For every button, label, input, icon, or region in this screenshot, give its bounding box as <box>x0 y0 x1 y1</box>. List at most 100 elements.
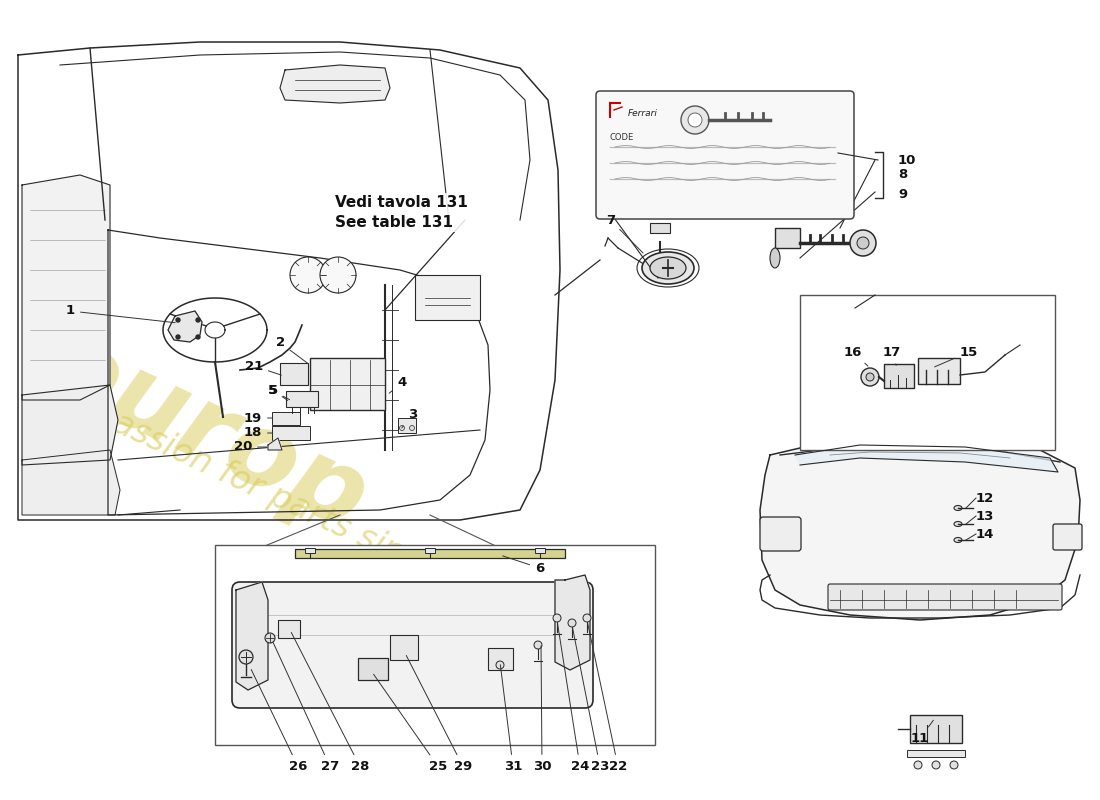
Text: 1: 1 <box>66 305 175 322</box>
Circle shape <box>496 661 504 669</box>
Bar <box>295 549 565 558</box>
Bar <box>286 391 318 407</box>
Circle shape <box>265 633 275 643</box>
Bar <box>415 275 480 320</box>
Polygon shape <box>168 311 202 342</box>
Circle shape <box>176 318 180 322</box>
Text: 31: 31 <box>500 665 522 773</box>
Text: 24: 24 <box>558 622 590 773</box>
Ellipse shape <box>650 257 686 279</box>
Polygon shape <box>22 450 120 515</box>
Bar <box>776 228 800 248</box>
Text: 2: 2 <box>276 337 308 363</box>
Circle shape <box>583 614 591 622</box>
Text: 25: 25 <box>374 674 447 773</box>
Text: CODE: CODE <box>610 133 635 142</box>
Bar <box>425 548 435 553</box>
Text: 22: 22 <box>587 622 627 773</box>
Text: 17: 17 <box>883 346 901 366</box>
Text: 8: 8 <box>898 169 907 182</box>
Text: Vedi tavola 131
See table 131: Vedi tavola 131 See table 131 <box>336 195 468 230</box>
Text: 29: 29 <box>406 655 472 773</box>
FancyBboxPatch shape <box>232 582 593 708</box>
Circle shape <box>914 761 922 769</box>
Text: 5: 5 <box>268 383 288 401</box>
Text: 23: 23 <box>572 628 609 773</box>
Ellipse shape <box>770 248 780 268</box>
Circle shape <box>850 230 876 256</box>
Text: 18: 18 <box>243 426 272 439</box>
Circle shape <box>399 426 405 430</box>
Polygon shape <box>236 582 268 690</box>
Polygon shape <box>22 175 110 400</box>
Circle shape <box>553 614 561 622</box>
Text: Ferrari: Ferrari <box>628 109 658 118</box>
Circle shape <box>688 113 702 127</box>
Text: a passion for parts since 1985: a passion for parts since 1985 <box>60 384 531 627</box>
Circle shape <box>239 650 253 664</box>
Bar <box>214 545 654 745</box>
FancyBboxPatch shape <box>1053 524 1082 550</box>
Text: 6: 6 <box>503 556 544 574</box>
Text: 4: 4 <box>389 377 406 394</box>
Text: 13: 13 <box>976 510 994 522</box>
Text: 27: 27 <box>273 642 339 773</box>
Bar <box>884 364 914 388</box>
Bar <box>358 658 388 680</box>
Bar <box>280 363 308 385</box>
Circle shape <box>409 426 415 430</box>
Circle shape <box>568 619 576 627</box>
Text: 5: 5 <box>268 385 289 400</box>
Circle shape <box>861 368 879 386</box>
Bar <box>310 358 385 410</box>
Circle shape <box>534 641 542 649</box>
Text: 19: 19 <box>244 411 272 425</box>
Circle shape <box>866 373 874 381</box>
Polygon shape <box>268 438 282 450</box>
Text: 28: 28 <box>292 633 370 773</box>
Circle shape <box>176 335 180 339</box>
Text: 3: 3 <box>402 409 417 428</box>
Bar <box>918 358 960 384</box>
Ellipse shape <box>954 522 962 526</box>
Bar <box>390 635 418 660</box>
FancyBboxPatch shape <box>760 517 801 551</box>
Polygon shape <box>795 445 1058 472</box>
Polygon shape <box>760 440 1080 620</box>
Polygon shape <box>556 575 590 670</box>
Circle shape <box>320 257 356 293</box>
Text: 9: 9 <box>898 189 907 202</box>
Circle shape <box>196 335 200 339</box>
Text: 21: 21 <box>244 359 282 375</box>
Bar <box>650 223 670 233</box>
Text: 12: 12 <box>976 491 994 505</box>
Text: 11: 11 <box>911 720 934 745</box>
Bar <box>488 648 513 670</box>
Polygon shape <box>22 385 118 465</box>
FancyBboxPatch shape <box>596 91 854 219</box>
Bar <box>278 620 300 638</box>
Ellipse shape <box>642 252 694 284</box>
Text: 26: 26 <box>251 670 307 773</box>
Bar <box>272 426 310 440</box>
Circle shape <box>857 237 869 249</box>
Bar <box>535 548 544 553</box>
Text: 20: 20 <box>233 441 267 454</box>
Circle shape <box>932 761 940 769</box>
Ellipse shape <box>954 506 962 510</box>
Polygon shape <box>280 65 390 103</box>
Bar <box>908 750 965 757</box>
Ellipse shape <box>954 538 962 542</box>
Circle shape <box>950 761 958 769</box>
Circle shape <box>196 318 200 322</box>
Text: 7: 7 <box>606 214 643 253</box>
Text: europ: europ <box>30 316 383 552</box>
FancyBboxPatch shape <box>828 584 1062 610</box>
Text: 10: 10 <box>898 154 916 166</box>
Circle shape <box>290 257 326 293</box>
Bar <box>910 715 962 743</box>
Bar <box>398 418 416 433</box>
Bar <box>305 548 315 553</box>
Bar <box>800 295 1055 450</box>
Text: 15: 15 <box>935 346 978 367</box>
